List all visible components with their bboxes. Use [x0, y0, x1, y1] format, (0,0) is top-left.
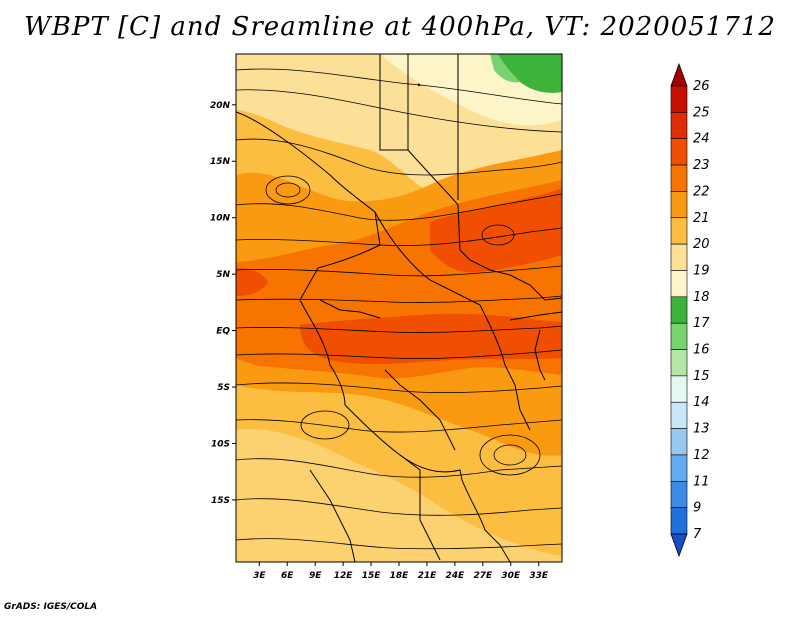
lat-tick-label: 5S [217, 383, 230, 393]
colorbar-label: 12 [693, 448, 710, 463]
lon-tick-label: 9E [309, 571, 322, 581]
colorbar-label: 25 [693, 105, 710, 120]
colorbar-swatch [670, 507, 688, 535]
lat-tick-label: 20N [210, 101, 231, 111]
longitude-axis: 3E 6E 9E 12E 15E 18E 21E 24E 27E 30E 33E [253, 562, 549, 581]
lon-tick-label: 12E [334, 571, 354, 581]
lat-tick-label: 15N [210, 157, 231, 167]
lat-tick-label: 5N [216, 270, 230, 280]
wbpt-region-23-24-east [430, 188, 562, 273]
wbpt-region-23-24-eq [300, 313, 562, 365]
colorbar-label: 15 [693, 369, 710, 384]
colorbar-swatch [670, 428, 688, 456]
colorbar-swatch [670, 480, 688, 508]
colorbar-label: 18 [693, 290, 710, 305]
colorbar-label: 17 [693, 316, 710, 331]
latitude-axis: 20N 15N 10N 5N EQ 5S 10S 15S [210, 101, 236, 506]
lat-tick-label: EQ [216, 327, 230, 337]
colorbar-swatch [670, 296, 688, 324]
lon-tick-label: 3E [253, 571, 266, 581]
colorbar-label: 9 [693, 501, 701, 516]
colorbar-bottom-arrow [670, 533, 688, 558]
colorbar-swatch [670, 375, 688, 403]
colorbar-label: 16 [693, 343, 710, 358]
colorbar-swatch [670, 401, 688, 429]
wbpt-region-green [498, 54, 562, 93]
colorbar-label: 20 [693, 237, 710, 252]
lat-tick-label: 10S [211, 439, 230, 449]
colorbar-label: 11 [693, 474, 710, 489]
colorbar-label: 24 [693, 132, 710, 147]
streamlines [236, 68, 562, 550]
colorbar-swatch [670, 164, 688, 192]
colorbar-label: 26 [693, 79, 710, 94]
colorbar-swatch [670, 85, 688, 113]
wbpt-region-20-21-south [236, 429, 562, 562]
lon-tick-label: 27E [473, 571, 493, 581]
colorbar-label: 21 [693, 211, 710, 226]
colorbar-label: 22 [693, 184, 710, 199]
colorbar-label: 19 [693, 263, 710, 278]
colorbar: 26 25 24 23 22 21 20 19 18 17 16 15 14 13 12 11 9 7 [670, 62, 710, 558]
colorbar-swatch [670, 454, 688, 482]
colorbar-swatch [670, 217, 688, 245]
colorbar-swatch [670, 349, 688, 377]
colorbar-swatch [670, 191, 688, 219]
colorbar-swatch [670, 243, 688, 271]
lon-tick-label: 33E [529, 571, 549, 581]
colorbar-swatch [670, 270, 688, 298]
colorbar-swatch [670, 322, 688, 350]
lon-tick-label: 21E [418, 571, 438, 581]
colorbar-swatch [670, 112, 688, 140]
colorbar-label: 7 [693, 527, 702, 542]
wbpt-region-23-24-west [236, 268, 268, 296]
colorbar-label: 23 [693, 158, 710, 173]
lon-tick-label: 24E [446, 571, 466, 581]
colorbar-label: 14 [693, 395, 710, 410]
country-borders [236, 54, 562, 562]
colorbar-label: 13 [693, 422, 710, 437]
colorbar-top-arrow [670, 62, 688, 87]
grads-credit: GrADS: IGES/COLA [4, 602, 98, 612]
map-title: WBPT [C] and Sreamline at 400hPa, VT: 20… [24, 12, 776, 42]
lat-tick-label: 15S [211, 496, 230, 506]
lat-tick-label: 10N [210, 214, 231, 224]
lon-tick-label: 6E [281, 571, 294, 581]
lon-tick-label: 18E [390, 571, 410, 581]
wbpt-region-light-green [490, 54, 520, 83]
lon-tick-label: 15E [362, 571, 382, 581]
colorbar-swatch [670, 138, 688, 166]
lon-tick-label: 30E [501, 571, 521, 581]
